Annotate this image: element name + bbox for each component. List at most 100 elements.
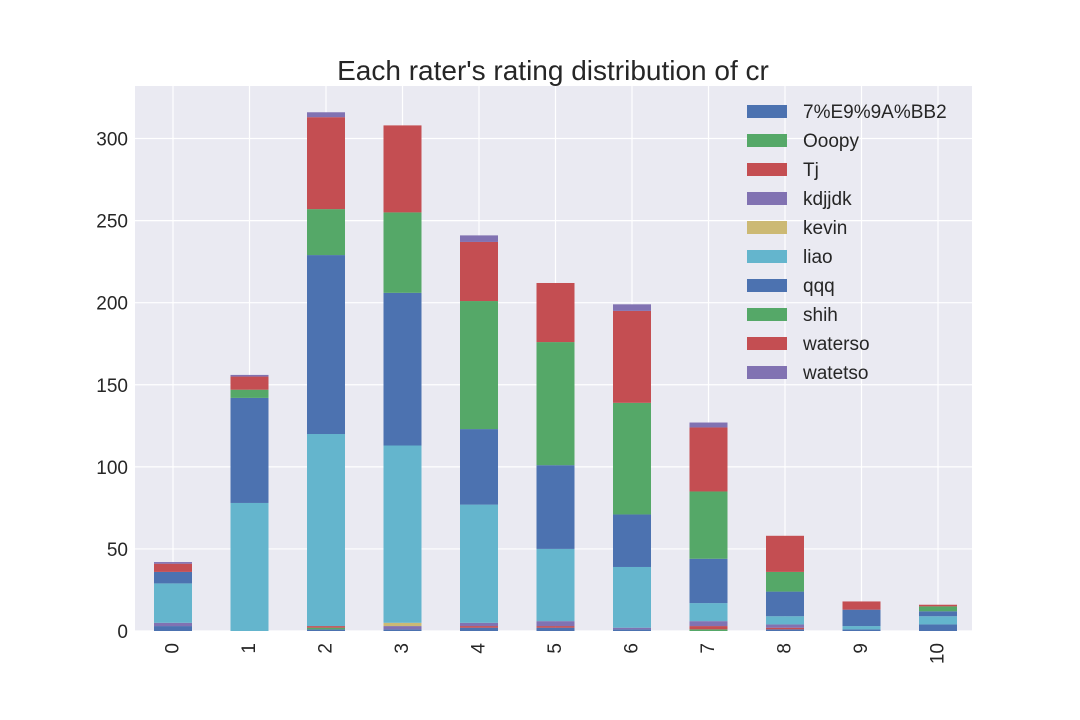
bar-segment [460, 627, 498, 631]
bar-segment [383, 626, 422, 630]
bar-segment [307, 627, 345, 630]
bar-segment [460, 626, 498, 628]
bar-segment [383, 292, 422, 446]
legend-label: liao [803, 247, 833, 268]
x-tick-label: 3 [392, 643, 413, 654]
legend-swatch [747, 250, 787, 263]
legend: 7%E9%9A%BB2 Ooopy Tj kdjjdk kevin liao qqq shih… [747, 102, 947, 384]
legend-swatch [747, 192, 787, 205]
legend-label: kdjjdk [803, 189, 852, 210]
bar-segment [613, 310, 651, 403]
bar-segment [460, 622, 498, 627]
legend-label: qqq [803, 276, 835, 297]
legend-label: Tj [803, 160, 819, 181]
bar-segment [230, 376, 269, 390]
legend-label: shih [803, 305, 838, 326]
bar-segment [383, 445, 422, 623]
bar-segment [536, 282, 575, 343]
legend-swatch [747, 163, 787, 176]
x-tick-label: 6 [622, 643, 643, 654]
bar-segment [613, 402, 651, 515]
y-tick-label: 200 [96, 294, 128, 315]
bar-segment [613, 629, 651, 631]
x-tick-label: 7 [698, 643, 719, 654]
bar-segment [536, 548, 575, 622]
bar-segment [613, 304, 651, 311]
y-tick-label: 0 [117, 622, 128, 643]
bar-segment [613, 627, 651, 630]
bar-segment [842, 601, 881, 610]
y-tick-label: 150 [96, 376, 128, 397]
bar-segment [689, 603, 728, 622]
bars [154, 112, 957, 631]
bar-segment [230, 397, 269, 503]
bar-segment [766, 629, 804, 631]
bar-segment [230, 374, 269, 377]
bar-segment [766, 535, 804, 572]
bar-segment [766, 627, 804, 630]
bar-segment [230, 389, 269, 398]
legend-label: kevin [803, 218, 847, 239]
bar-segment [460, 429, 498, 505]
bar-segment [766, 616, 804, 625]
bar-segment [842, 609, 881, 627]
bar-segment [689, 491, 728, 559]
bar-segment [689, 427, 728, 492]
bar-segment [689, 558, 728, 604]
bar-segment [307, 626, 345, 628]
legend-swatch [747, 221, 787, 234]
chart-title: Each rater's rating distribution of cr [337, 55, 769, 86]
x-tick-label: 8 [775, 643, 796, 654]
y-tick-label: 50 [107, 540, 128, 561]
legend-swatch [747, 308, 787, 321]
y-axis-ticks: 0 50 100 150 200 250 300 [96, 130, 128, 643]
bar-segment [536, 626, 575, 628]
bar-segment [919, 611, 957, 617]
bar-segment [766, 571, 804, 592]
bar-segment [383, 125, 422, 213]
bar-segment [766, 624, 804, 628]
y-tick-label: 100 [96, 458, 128, 479]
bar-segment [536, 627, 575, 631]
bar-segment [154, 563, 192, 572]
x-tick-label: 10 [928, 643, 949, 664]
bar-segment [536, 465, 575, 549]
bar-segment [536, 621, 575, 627]
bar-segment [460, 241, 498, 302]
bar-segment [154, 571, 192, 584]
x-axis-ticks: 0 1 2 3 4 5 6 7 8 9 10 [163, 643, 949, 665]
bar-segment [842, 629, 881, 631]
y-tick-label: 300 [96, 130, 128, 151]
bar-segment [307, 117, 345, 210]
legend-swatch [747, 134, 787, 147]
bar-segment [766, 591, 804, 617]
legend-label: 7%E9%9A%BB2 [803, 102, 947, 123]
legend-label: waterso [802, 334, 870, 355]
x-tick-label: 1 [239, 643, 260, 654]
bar-segment [383, 212, 422, 293]
bar-segment [307, 112, 345, 118]
bar-segment [154, 626, 192, 631]
bar-segment [613, 514, 651, 567]
bar-segment [919, 616, 957, 625]
bar-segment [154, 622, 192, 627]
bar-segment [919, 606, 957, 612]
legend-label: Ooopy [803, 131, 859, 152]
bar-segment [689, 629, 728, 631]
bar-segment [230, 502, 269, 631]
bar-segment [536, 342, 575, 466]
legend-swatch [747, 105, 787, 118]
legend-swatch [747, 337, 787, 350]
legend-swatch [747, 366, 787, 379]
bar-segment [919, 624, 957, 631]
bar-segment [307, 434, 345, 627]
x-tick-label: 5 [545, 643, 566, 654]
bar-segment [689, 621, 728, 627]
bar-segment [383, 622, 422, 627]
bar-segment [154, 583, 192, 623]
bar-segment [460, 504, 498, 623]
bar-segment [307, 629, 345, 631]
bar-segment [919, 604, 957, 607]
x-tick-label: 4 [469, 643, 490, 654]
x-tick-label: 2 [316, 643, 337, 654]
